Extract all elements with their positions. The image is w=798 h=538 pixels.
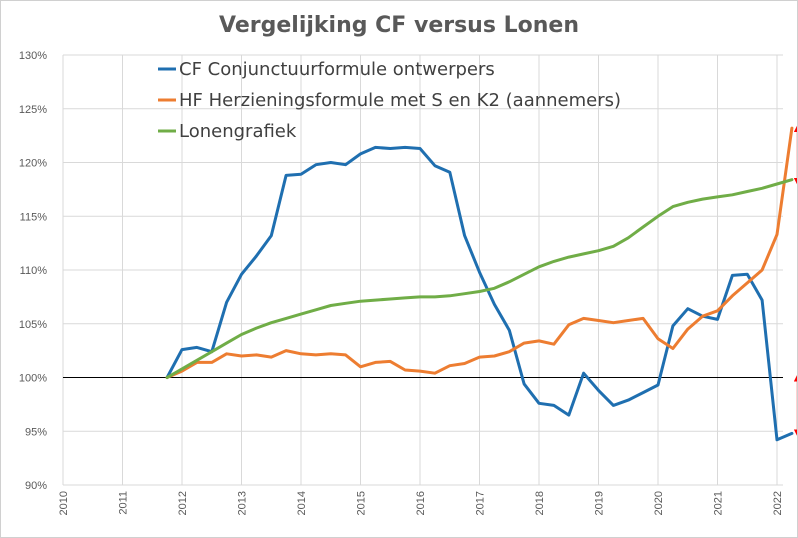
x-tick-label: 2021	[713, 491, 725, 515]
y-tick-label: 95%	[25, 426, 47, 438]
x-tick-label: 2022	[772, 491, 784, 515]
legend-label-3: Lonengrafiek	[179, 121, 297, 142]
x-tick-label: 2013	[237, 491, 249, 515]
y-tick-label: 90%	[25, 480, 47, 492]
y-tick-label: 125%	[19, 104, 47, 116]
legend-label-1: CF Conjunctuurformule ontwerpers	[179, 59, 495, 80]
grid-layer	[62, 54, 783, 486]
y-tick-label: 120%	[19, 158, 47, 170]
series-line-2	[165, 126, 794, 379]
y-tick-label: 110%	[20, 265, 48, 277]
x-tick-label: 2010	[58, 491, 70, 515]
series-line-3	[165, 178, 794, 379]
x-tick-label: 2015	[356, 491, 368, 515]
legend: CF Conjunctuurformule ontwerpers HF Herzi…	[158, 59, 621, 142]
x-tick-label: 2020	[653, 491, 665, 515]
x-axis: 2010 2011 2012 2013 2014 2015 2016 2017 2018 2019…	[58, 491, 784, 515]
chart-title: Vergelijking CF versus Lonen	[219, 13, 579, 38]
x-tick-label: 2014	[296, 491, 308, 515]
y-tick-label: 130%	[19, 50, 47, 62]
x-tick-label: 2017	[475, 491, 487, 515]
x-tick-label: 2016	[415, 491, 427, 515]
y-axis: 90% 95% 100% 105% 110% 115% 120% 125% 130%	[19, 50, 47, 492]
y-tick-label: 115%	[20, 211, 48, 223]
x-tick-label: 2018	[534, 491, 546, 515]
y-tick-label: 105%	[19, 319, 47, 331]
series-layer	[165, 126, 794, 442]
y-tick-label: 100%	[19, 373, 47, 385]
legend-label-2: HF Herzieningsformule met S en K2 (aanne…	[179, 90, 621, 111]
x-tick-label: 2019	[594, 491, 606, 515]
series-line-1	[165, 145, 794, 442]
x-tick-label: 2011	[118, 491, 130, 515]
x-tick-label: 2012	[177, 491, 189, 515]
